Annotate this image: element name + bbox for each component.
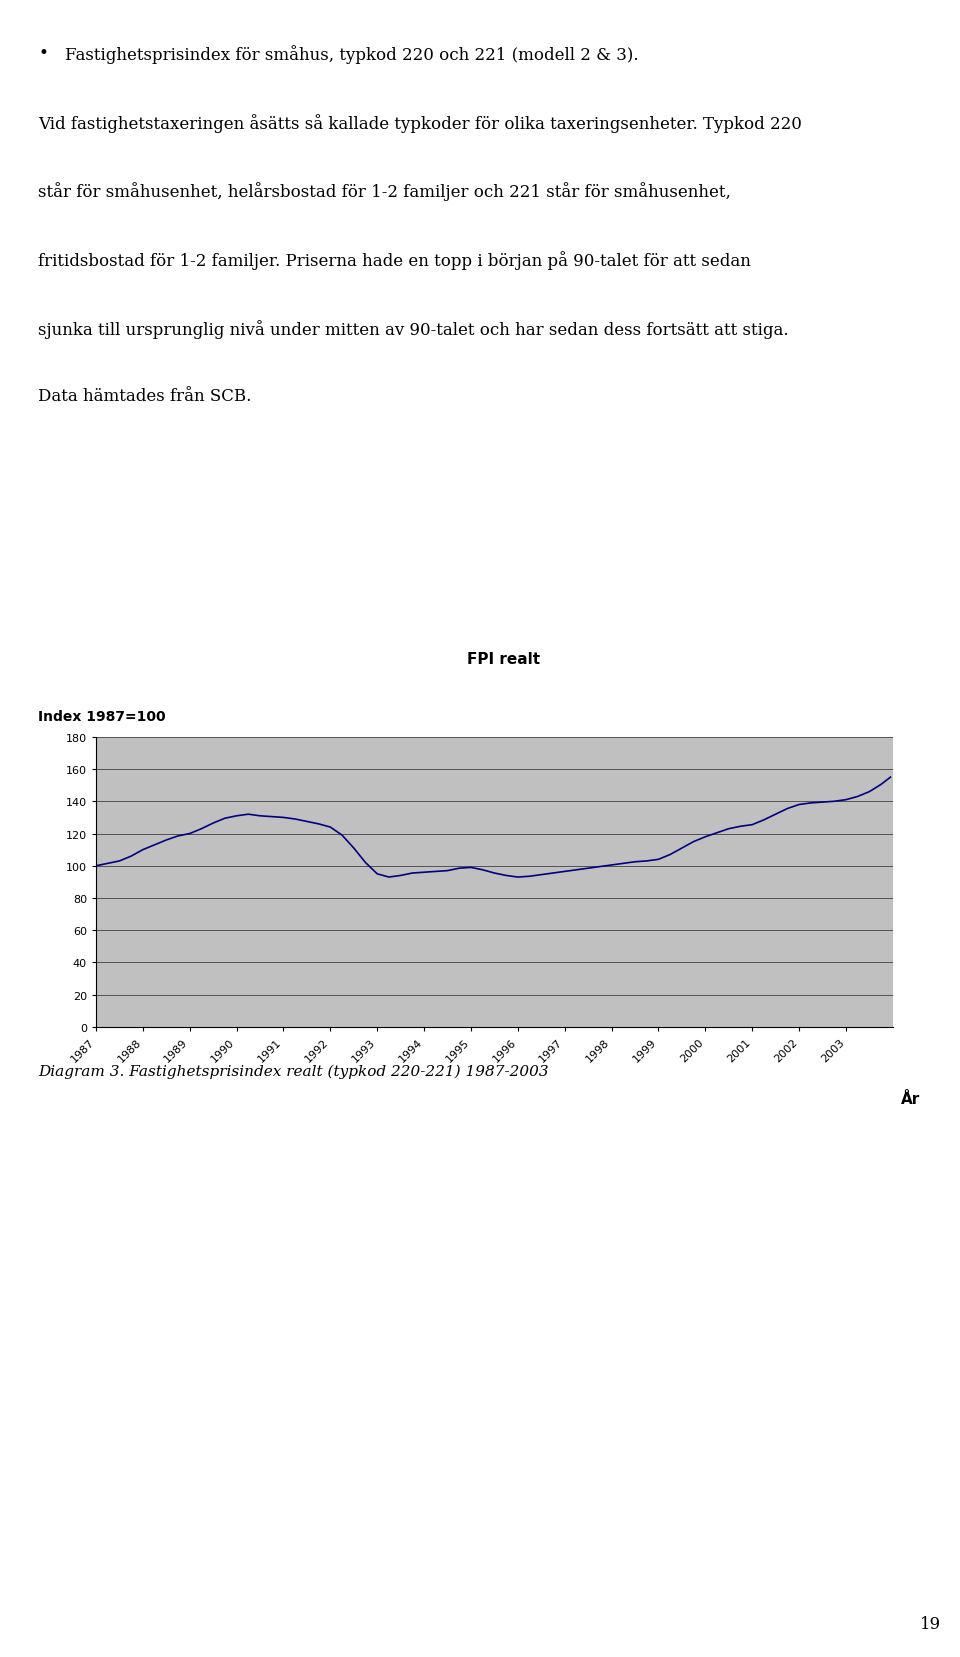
Text: Diagram 3. Fastighetsprisindex realt (typkod 220-221) 1987-2003: Diagram 3. Fastighetsprisindex realt (ty… [38, 1064, 549, 1079]
Text: Data hämtades från SCB.: Data hämtades från SCB. [38, 388, 252, 404]
Text: 19: 19 [920, 1616, 941, 1632]
Text: Index 1987=100: Index 1987=100 [38, 709, 166, 724]
Text: fritidsbostad för 1-2 familjer. Priserna hade en topp i början på 90-talet för a: fritidsbostad för 1-2 familjer. Priserna… [38, 250, 752, 270]
Text: FPI realt: FPI realt [468, 651, 540, 666]
Text: Fastighetsprisindex för småhus, typkod 220 och 221 (modell 2 & 3).: Fastighetsprisindex för småhus, typkod 2… [65, 45, 638, 65]
Text: År: År [900, 1090, 920, 1107]
Text: Vid fastighetstaxeringen åsätts så kallade typkoder för olika taxeringsenheter. : Vid fastighetstaxeringen åsätts så kalla… [38, 114, 803, 133]
Text: står för småhusenhet, helårsbostad för 1-2 familjer och 221 står för småhusenhet: står för småhusenhet, helårsbostad för 1… [38, 182, 732, 200]
Text: sjunka till ursprunglig nivå under mitten av 90-talet och har sedan dess fortsät: sjunka till ursprunglig nivå under mitte… [38, 320, 789, 338]
Text: •: • [38, 45, 48, 61]
